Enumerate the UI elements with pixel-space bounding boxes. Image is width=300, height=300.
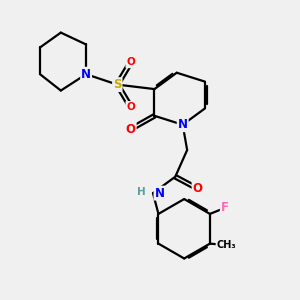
Text: N: N [154, 187, 164, 200]
Text: F: F [221, 202, 229, 214]
Text: O: O [193, 182, 202, 195]
Text: O: O [126, 57, 135, 67]
Text: CH₃: CH₃ [217, 240, 236, 250]
Text: N: N [81, 68, 91, 81]
Text: S: S [113, 78, 122, 91]
Text: O: O [126, 102, 135, 112]
Text: O: O [126, 123, 136, 136]
Text: N: N [178, 118, 188, 131]
Text: H: H [137, 187, 146, 196]
